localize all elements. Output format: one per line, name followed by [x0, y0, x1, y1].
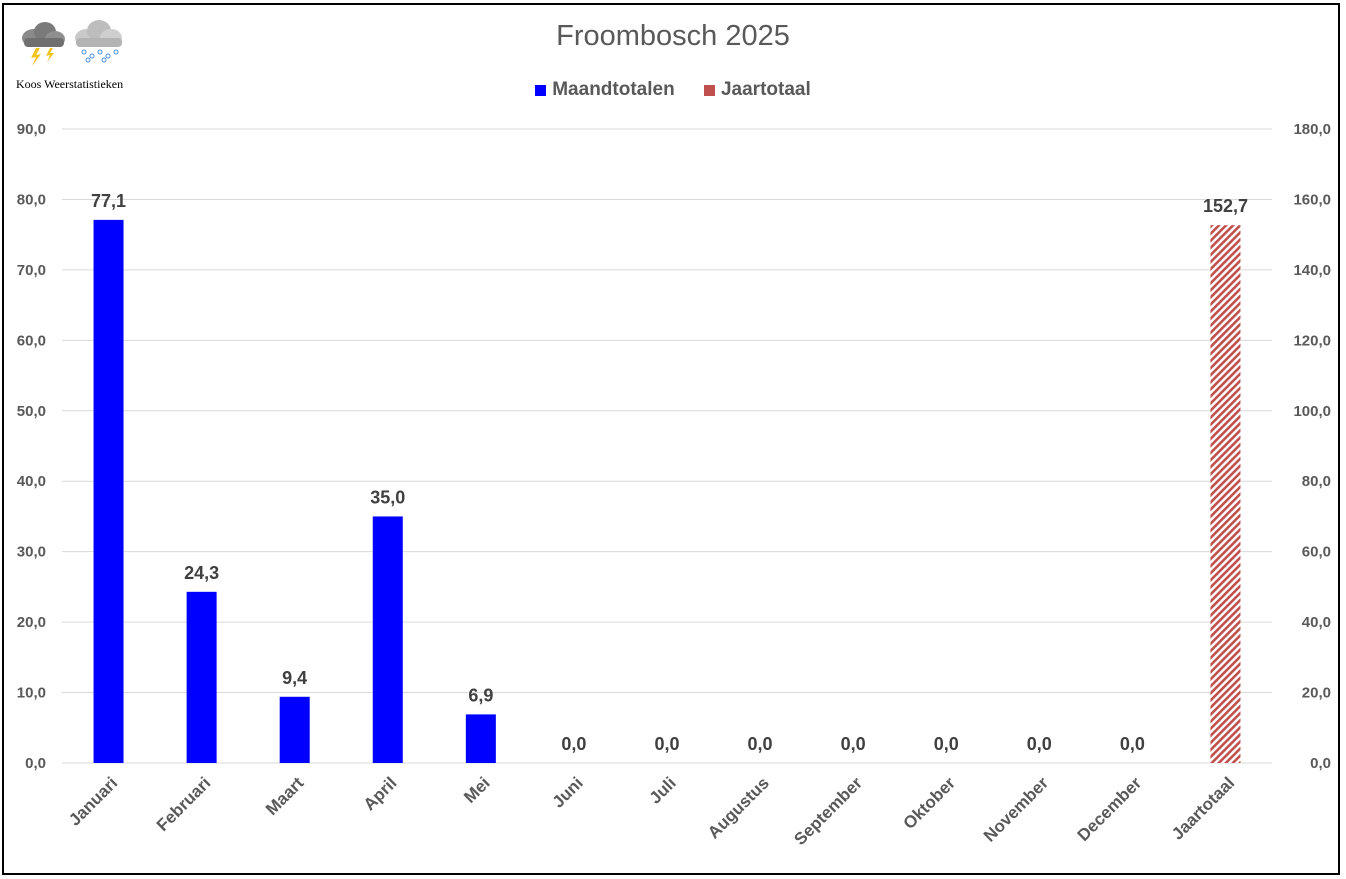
x-category-label: April: [360, 773, 401, 814]
legend-item-maandtotalen: Maandtotalen: [535, 79, 675, 101]
y-right-tick-label: 20,0: [1302, 685, 1331, 702]
grid-lines: [62, 128, 1272, 764]
legend-item-jaartotaal: Jaartotaal: [703, 79, 811, 101]
bar-maandtotalen-april: [372, 516, 403, 763]
y-left-tick-label: 20,0: [17, 614, 46, 631]
y-left-tick-label: 30,0: [17, 544, 46, 561]
data-label: 0,0: [561, 734, 586, 754]
x-category-label: November: [980, 773, 1052, 845]
x-category-label: Januari: [65, 773, 121, 829]
bar-jaartotaal-jaartotaal: [1210, 225, 1241, 763]
legend-label-jaartotaal: Jaartotaal: [720, 79, 811, 100]
weather-logo: [22, 20, 122, 66]
bars: [93, 219, 1241, 763]
y-right-tick-label: 160,0: [1293, 191, 1331, 208]
data-label: 24,3: [184, 563, 219, 583]
data-label: 0,0: [1120, 734, 1145, 754]
x-axis-categories: Januari Februari Maart April Mei Juni Juli Augu…: [65, 773, 1238, 849]
bar-maandtotalen-maart: [279, 696, 310, 763]
x-category-label: September: [790, 773, 866, 849]
y-right-tick-label: 80,0: [1302, 473, 1331, 490]
y-right-tick-label: 40,0: [1302, 614, 1331, 631]
x-category-label: Augustus: [704, 773, 773, 842]
data-label: 0,0: [934, 734, 959, 754]
y-axis-left: 0,0 10,0 20,0 30,0 40,0 50,0 60,0 70,0 80,0 90,0: [17, 121, 46, 772]
y-axis-right: 0,0 20,0 40,0 60,0 80,0 100,0 120,0 140,0 160,0 1…: [1293, 121, 1331, 772]
data-label: 0,0: [654, 734, 679, 754]
y-left-tick-label: 80,0: [17, 191, 46, 208]
y-left-tick-label: 60,0: [17, 332, 46, 349]
data-label: 152,7: [1203, 196, 1248, 216]
snow-cloud-icon: [75, 20, 122, 63]
bar-maandtotalen-mei: [465, 714, 496, 763]
y-right-tick-label: 0,0: [1310, 755, 1331, 772]
y-right-tick-label: 180,0: [1293, 121, 1331, 138]
chart-legend: Maandtotalen Jaartotaal: [0, 79, 1346, 102]
y-right-tick-label: 140,0: [1293, 262, 1331, 279]
data-label: 0,0: [841, 734, 866, 754]
legend-label-maandtotalen: Maandtotalen: [552, 79, 675, 100]
x-category-label: Februari: [153, 773, 215, 835]
data-label: 6,9: [468, 685, 493, 705]
legend-swatch-jaartotaal: [703, 84, 715, 96]
data-labels: 77,1 24,3 9,4 35,0 6,9 0,0 0,0 0,0 0,0 0,0 0,0 0,0 1…: [91, 191, 1248, 754]
thunderstorm-cloud-icon: [22, 22, 65, 66]
data-label: 0,0: [1027, 734, 1052, 754]
x-category-label: Mei: [460, 773, 493, 806]
legend-swatch-maandtotalen: [535, 84, 547, 96]
x-category-label: Maart: [262, 773, 308, 819]
y-right-tick-label: 100,0: [1293, 403, 1331, 420]
x-category-label: Oktober: [900, 773, 960, 833]
bar-maandtotalen-februari: [186, 591, 217, 763]
chart-frame: [2, 3, 1340, 875]
x-category-label: Juni: [549, 773, 587, 811]
bar-maandtotalen-januari: [93, 219, 124, 763]
chart-title: Froombosch 2025: [556, 20, 790, 52]
x-category-label: December: [1074, 773, 1146, 845]
y-left-tick-label: 10,0: [17, 685, 46, 702]
data-label: 77,1: [91, 191, 126, 211]
y-left-tick-label: 50,0: [17, 403, 46, 420]
x-category-label: Juli: [646, 773, 680, 807]
y-left-tick-label: 40,0: [17, 473, 46, 490]
y-left-tick-label: 0,0: [25, 755, 46, 772]
data-label: 0,0: [748, 734, 773, 754]
y-left-tick-label: 70,0: [17, 262, 46, 279]
data-label: 35,0: [370, 487, 405, 507]
data-label: 9,4: [282, 668, 307, 688]
x-category-label: Jaartotaal: [1168, 773, 1238, 843]
y-right-tick-label: 120,0: [1293, 332, 1331, 349]
y-left-tick-label: 90,0: [17, 121, 46, 138]
y-right-tick-label: 60,0: [1302, 544, 1331, 561]
logo-text: Koos Weerstatistieken: [16, 77, 124, 91]
